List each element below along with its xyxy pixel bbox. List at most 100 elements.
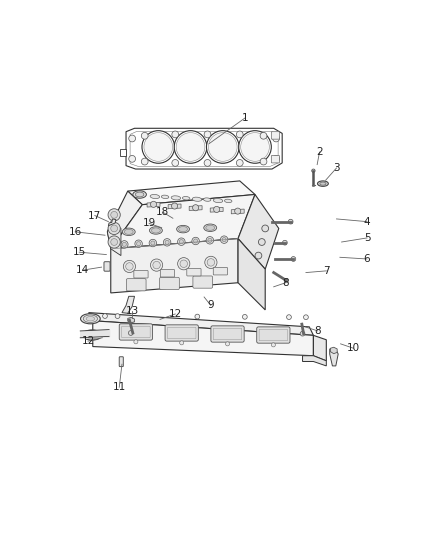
Polygon shape	[107, 222, 121, 256]
Polygon shape	[122, 296, 134, 313]
Text: 17: 17	[88, 211, 102, 221]
Ellipse shape	[182, 197, 190, 200]
Circle shape	[129, 156, 135, 162]
Circle shape	[208, 238, 212, 243]
Circle shape	[262, 225, 268, 232]
Circle shape	[178, 257, 190, 270]
FancyBboxPatch shape	[159, 277, 179, 289]
Circle shape	[273, 135, 279, 142]
Polygon shape	[303, 356, 326, 366]
Circle shape	[206, 131, 239, 163]
Polygon shape	[231, 209, 244, 214]
Ellipse shape	[86, 317, 95, 321]
Text: 15: 15	[73, 247, 86, 257]
Text: 14: 14	[76, 265, 89, 275]
Circle shape	[128, 330, 133, 335]
Ellipse shape	[320, 182, 326, 185]
Ellipse shape	[204, 224, 217, 231]
Ellipse shape	[206, 225, 215, 230]
Ellipse shape	[225, 199, 232, 203]
Ellipse shape	[171, 196, 180, 200]
Circle shape	[235, 208, 241, 214]
Polygon shape	[108, 219, 116, 225]
Circle shape	[151, 201, 157, 207]
Circle shape	[142, 131, 175, 163]
Polygon shape	[111, 239, 238, 293]
Ellipse shape	[122, 228, 135, 236]
Circle shape	[304, 315, 308, 320]
Ellipse shape	[213, 198, 223, 203]
Text: 6: 6	[364, 254, 371, 264]
Circle shape	[204, 159, 211, 166]
Circle shape	[291, 256, 296, 261]
Text: 12: 12	[169, 309, 182, 319]
Circle shape	[208, 133, 237, 161]
Circle shape	[241, 133, 269, 161]
Text: 7: 7	[323, 266, 330, 276]
Circle shape	[172, 203, 178, 209]
Ellipse shape	[83, 315, 98, 322]
Ellipse shape	[179, 227, 187, 232]
FancyBboxPatch shape	[187, 269, 201, 276]
Circle shape	[226, 342, 230, 346]
Polygon shape	[93, 321, 314, 356]
Circle shape	[176, 133, 205, 161]
Circle shape	[153, 261, 160, 269]
Circle shape	[300, 332, 305, 336]
Text: 10: 10	[347, 343, 360, 353]
Ellipse shape	[150, 195, 159, 199]
Polygon shape	[126, 128, 282, 169]
Circle shape	[129, 135, 135, 142]
Polygon shape	[314, 335, 326, 361]
Circle shape	[174, 131, 207, 163]
Circle shape	[108, 236, 120, 248]
Text: 13: 13	[126, 305, 139, 316]
Circle shape	[258, 239, 265, 245]
Circle shape	[260, 132, 267, 139]
Circle shape	[172, 131, 179, 138]
Ellipse shape	[161, 195, 169, 199]
Circle shape	[108, 209, 120, 221]
Circle shape	[206, 237, 214, 244]
FancyBboxPatch shape	[213, 268, 227, 275]
Ellipse shape	[82, 330, 102, 340]
FancyBboxPatch shape	[211, 326, 244, 342]
Text: 12: 12	[81, 336, 95, 346]
Polygon shape	[88, 313, 314, 335]
FancyBboxPatch shape	[119, 324, 152, 340]
Text: 9: 9	[208, 301, 214, 311]
Text: 5: 5	[364, 233, 371, 243]
Polygon shape	[189, 206, 202, 211]
Circle shape	[273, 156, 279, 162]
Ellipse shape	[318, 181, 328, 187]
Circle shape	[111, 212, 117, 218]
Circle shape	[205, 256, 217, 269]
Circle shape	[165, 240, 169, 245]
Ellipse shape	[85, 332, 99, 339]
Ellipse shape	[152, 228, 160, 233]
Text: 4: 4	[364, 216, 371, 227]
Ellipse shape	[124, 229, 133, 235]
Polygon shape	[120, 149, 126, 156]
Circle shape	[204, 131, 211, 138]
FancyBboxPatch shape	[134, 271, 148, 278]
Circle shape	[207, 259, 215, 266]
Circle shape	[126, 263, 133, 270]
Circle shape	[284, 279, 288, 282]
Circle shape	[239, 131, 271, 163]
Circle shape	[260, 158, 267, 165]
Circle shape	[102, 313, 107, 318]
Ellipse shape	[81, 313, 100, 324]
Circle shape	[312, 169, 315, 172]
Circle shape	[124, 260, 135, 272]
Text: 16: 16	[68, 227, 82, 237]
Circle shape	[151, 259, 162, 271]
Text: 11: 11	[113, 382, 126, 392]
Text: 8: 8	[282, 278, 289, 288]
FancyBboxPatch shape	[257, 327, 290, 343]
Circle shape	[255, 252, 262, 259]
Circle shape	[149, 239, 156, 247]
Circle shape	[237, 131, 243, 138]
Polygon shape	[128, 181, 255, 205]
Circle shape	[192, 237, 199, 245]
